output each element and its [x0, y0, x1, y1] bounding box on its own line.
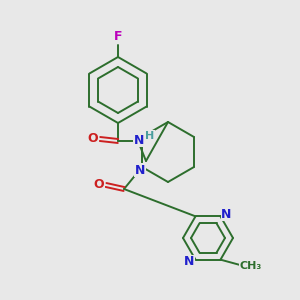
Text: O: O: [94, 178, 104, 191]
Text: N: N: [221, 208, 232, 221]
Text: N: N: [135, 164, 145, 176]
Text: N: N: [184, 255, 195, 268]
Text: H: H: [146, 131, 154, 141]
Text: F: F: [114, 31, 122, 44]
Text: O: O: [88, 133, 98, 146]
Text: CH₃: CH₃: [239, 261, 262, 271]
Text: N: N: [134, 134, 144, 146]
